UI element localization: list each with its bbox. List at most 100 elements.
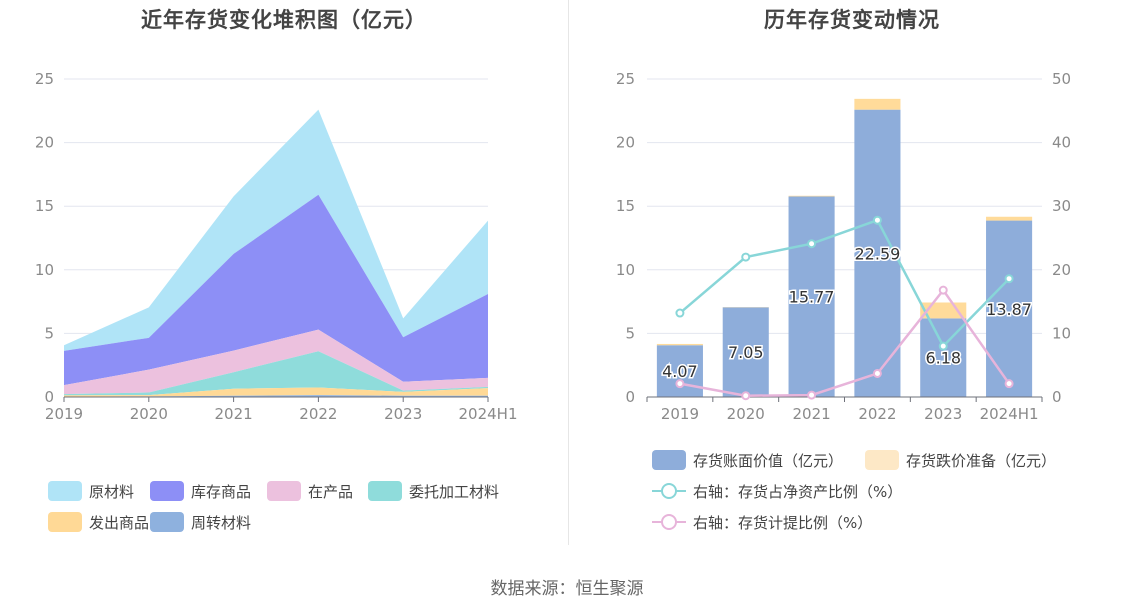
y-tick-label: 10: [35, 261, 54, 279]
legend-swatch: [267, 481, 301, 501]
line-point-1: [741, 391, 751, 401]
line-point-0: [675, 308, 685, 318]
y-tick-label: 25: [616, 70, 635, 88]
x-tick-label: 2021: [792, 405, 830, 423]
legend-label: 原材料: [89, 482, 135, 501]
legend-swatch: [368, 481, 402, 501]
bar-book-value: [986, 220, 1033, 397]
bar-book-value: [656, 345, 703, 397]
bar-impairment: [854, 98, 901, 110]
y2-tick-label: 40: [1052, 134, 1071, 152]
legend-label: 委托加工材料: [409, 482, 500, 501]
line-point-1: [807, 390, 817, 400]
x-tick-label: 2022: [858, 405, 896, 423]
bar-data-label: 6.18: [925, 349, 961, 368]
y2-tick-label: 10: [1052, 324, 1071, 342]
bar-book-value: [854, 109, 901, 397]
legend-item[interactable]: 委托加工材料: [368, 480, 499, 502]
legend-label: 存货账面价值（亿元）: [693, 451, 844, 470]
y2-tick-label: 20: [1052, 261, 1071, 279]
line-point-1: [872, 368, 882, 378]
legend-item[interactable]: 周转材料: [150, 511, 251, 533]
y-tick-label: 5: [44, 324, 54, 342]
panel-divider: [568, 0, 569, 545]
bar-impairment: [788, 195, 835, 197]
legend-swatch: [150, 512, 184, 532]
legend-label: 右轴：存货占净资产比例（%）: [693, 482, 903, 501]
x-tick-label: 2021: [215, 405, 253, 423]
bar-line-chart-panel: 历年存货变动情况 0 5 10 15 20 25 0 10 20 30 40 50 2019 2020 20…: [570, 0, 1134, 550]
area-series-2: [64, 351, 488, 396]
legend-label: 在产品: [308, 482, 354, 501]
x-tick-label: 2024H1: [980, 405, 1039, 423]
y-tick-label: 15: [616, 197, 635, 215]
legend-item[interactable]: 发出商品: [48, 511, 149, 533]
area-series-5: [64, 109, 488, 351]
legend-label: 右轴：存货计提比例（%）: [693, 513, 873, 532]
bar-impairment: [656, 343, 703, 346]
line-point-1: [1004, 379, 1014, 389]
y-tick-label: 15: [35, 197, 54, 215]
bar-data-label: 22.59: [855, 244, 901, 263]
line-point-1: [938, 285, 948, 295]
bar-data-label: 15.77: [789, 288, 835, 307]
y2-tick-label: 50: [1052, 70, 1071, 88]
legend-item[interactable]: 右轴：存货占净资产比例（%）: [652, 480, 902, 502]
x-tick-label: 2023: [924, 405, 962, 423]
bar-book-value: [788, 196, 835, 397]
y-tick-label: 0: [44, 388, 54, 406]
line-point-0: [741, 252, 751, 262]
legend-item[interactable]: 原材料: [48, 480, 134, 502]
line-point-0: [872, 215, 882, 225]
y2-tick-label: 0: [1052, 388, 1062, 406]
legend-swatch: [150, 481, 184, 501]
area-series-3: [64, 329, 488, 395]
legend-item[interactable]: 存货账面价值（亿元）: [652, 449, 843, 471]
line-point-0: [1004, 274, 1014, 284]
legend-label: 周转材料: [191, 513, 252, 532]
x-tick-label: 2019: [661, 405, 699, 423]
legend-item[interactable]: 右轴：存货计提比例（%）: [652, 511, 872, 533]
y-tick-label: 25: [35, 70, 54, 88]
bar-data-label: 7.05: [728, 343, 764, 362]
bar-data-label: 13.87: [986, 300, 1032, 319]
stacked-area-chart: 0 5 10 15 20 25 2019 2020 2021 2022 2023 2024H1: [35, 70, 518, 423]
legend-label: 库存商品: [191, 482, 252, 501]
legend-item[interactable]: 库存商品: [150, 480, 251, 502]
legend-item[interactable]: 存货跌价准备（亿元）: [865, 449, 1056, 471]
legend-swatch: [48, 481, 82, 501]
legend-label: 存货跌价准备（亿元）: [906, 451, 1057, 470]
x-tick-label: 2023: [384, 405, 422, 423]
line-point-0: [807, 239, 817, 249]
legend-swatch: [48, 512, 82, 532]
x-tick-label: 2024H1: [459, 405, 518, 423]
y-tick-label: 20: [35, 134, 54, 152]
x-tick-label: 2022: [299, 405, 337, 423]
line-series-0: [679, 218, 1010, 349]
x-tick-label: 2020: [727, 405, 765, 423]
area-series-4: [64, 194, 488, 386]
x-tick-label: 2020: [130, 405, 168, 423]
y-tick-label: 5: [625, 324, 635, 342]
y-tick-label: 10: [616, 261, 635, 279]
right-chart-title: 历年存货变动情况: [764, 8, 940, 32]
legend-label: 发出商品: [89, 513, 150, 532]
bar-data-label: 4.07: [662, 362, 698, 381]
line-point-0: [938, 341, 948, 351]
legend-swatch: [652, 450, 686, 470]
data-source-footer: 数据来源：恒生聚源: [490, 579, 644, 599]
line-point-1: [675, 379, 685, 389]
stacked-area-chart-panel: 近年存货变化堆积图（亿元） 0 5 10 15 20 25 2019 2020 2021 2022…: [0, 0, 568, 550]
bar-impairment: [986, 216, 1033, 221]
y2-tick-label: 30: [1052, 197, 1071, 215]
area-series-1: [64, 387, 488, 397]
legend-line-marker-icon: [652, 481, 686, 501]
legend-line-marker-icon: [652, 512, 686, 532]
legend-swatch: [865, 450, 899, 470]
line-series-1: [679, 288, 1011, 397]
y-tick-label: 20: [616, 134, 635, 152]
left-chart-title: 近年存货变化堆积图（亿元）: [141, 8, 427, 32]
y-tick-label: 0: [625, 388, 635, 406]
legend-item[interactable]: 在产品: [267, 480, 353, 502]
